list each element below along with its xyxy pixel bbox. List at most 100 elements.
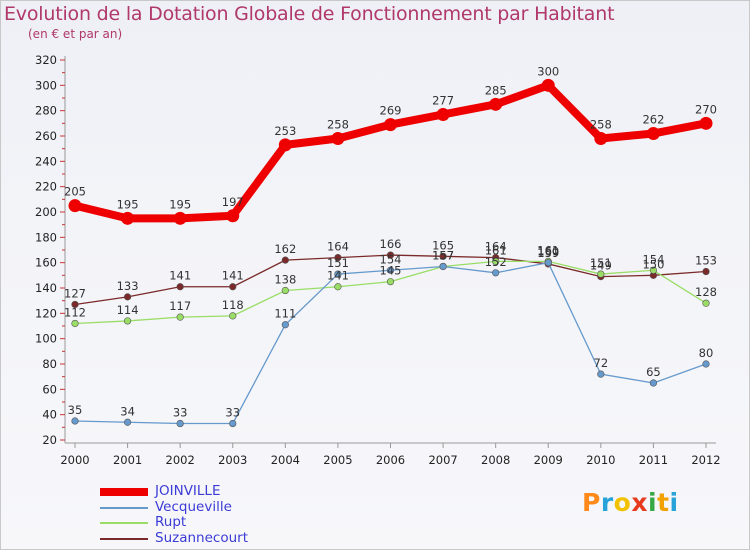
logo-letter: x <box>631 488 648 517</box>
legend-label: JOINVILLE <box>155 483 221 499</box>
legend-item: JOINVILLE <box>100 483 400 500</box>
data-label: 162 <box>274 242 296 256</box>
x-tick-label: 2002 <box>166 453 195 467</box>
x-tick-label: 2012 <box>691 453 720 467</box>
data-label: 157 <box>432 248 454 262</box>
data-label: 127 <box>64 286 86 300</box>
data-point <box>71 300 79 309</box>
data-label: 160 <box>537 245 559 259</box>
data-label: 118 <box>222 298 244 312</box>
data-point <box>176 419 184 428</box>
data-label: 205 <box>64 185 86 199</box>
data-point <box>597 370 605 378</box>
data-label: 72 <box>594 356 609 370</box>
data-label: 141 <box>222 269 244 283</box>
data-point <box>229 283 237 291</box>
y-tick-label: 200 <box>35 205 57 219</box>
proxiti-logo: Proxiti <box>582 488 679 517</box>
data-label: 161 <box>485 243 507 257</box>
data-point <box>702 299 710 307</box>
data-point <box>71 319 79 328</box>
legend-label: Suzannecourt <box>155 529 248 546</box>
chart-title: Evolution de la Dotation Globale de Fonc… <box>4 3 615 25</box>
data-point <box>281 286 289 295</box>
y-tick-label: 300 <box>35 78 57 92</box>
data-label: 269 <box>380 104 402 118</box>
data-point <box>386 251 395 259</box>
data-point <box>121 211 135 225</box>
x-tick-label: 2010 <box>586 453 615 467</box>
y-tick-label: 320 <box>35 53 57 67</box>
data-label: 112 <box>64 305 86 319</box>
data-point <box>278 138 292 152</box>
y-tick-label: 80 <box>42 357 57 371</box>
x-tick-label: 2009 <box>534 453 563 467</box>
logo-letter: P <box>582 488 601 517</box>
data-label: 151 <box>590 256 612 270</box>
data-label: 138 <box>274 273 296 287</box>
chart-subtitle: (en € et par an) <box>28 27 123 41</box>
legend-label: Vecqueville <box>155 498 232 515</box>
data-label: 270 <box>695 102 717 116</box>
data-point <box>699 116 713 130</box>
y-tick-label: 180 <box>35 230 57 244</box>
data-point <box>334 270 342 278</box>
data-label: 145 <box>380 264 402 278</box>
series-joinville <box>68 78 713 225</box>
y-tick-label: 40 <box>42 408 57 422</box>
x-tick-label: 2000 <box>60 453 89 467</box>
data-point <box>71 417 79 425</box>
data-label: 117 <box>169 299 191 313</box>
data-point <box>702 267 710 276</box>
legend-item: Rupt <box>100 514 400 531</box>
data-label: 152 <box>485 255 507 269</box>
data-point <box>544 259 552 267</box>
legend-swatch <box>100 488 148 496</box>
data-point <box>384 118 397 132</box>
data-point <box>173 211 187 225</box>
data-label: 150 <box>642 257 664 271</box>
data-point <box>439 262 447 271</box>
chart-legend: JOINVILLE Vecqueville Rupt Suzannecourt <box>100 483 400 547</box>
data-label: 262 <box>642 112 664 126</box>
x-tick-label: 2003 <box>218 453 247 467</box>
data-point <box>334 283 342 291</box>
data-point <box>386 266 395 274</box>
legend-item: Suzannecourt <box>100 529 400 547</box>
data-point <box>176 313 184 321</box>
data-point <box>334 254 342 262</box>
data-point <box>68 199 82 213</box>
chart-axes: 20 40 60 80 100 120 140 160 180 200 220 240 260 280 30… <box>35 53 721 467</box>
logo-letter: t <box>657 488 670 517</box>
data-label: 33 <box>173 406 188 420</box>
legend-swatch <box>100 522 148 524</box>
legend-label: Rupt <box>155 514 187 530</box>
logo-letter: r <box>600 488 614 517</box>
data-label: 151 <box>327 256 349 270</box>
data-label: 154 <box>642 252 664 266</box>
data-point <box>226 209 240 223</box>
legend-swatch <box>100 537 148 540</box>
y-tick-label: 280 <box>35 104 57 118</box>
data-point <box>597 270 605 278</box>
data-label: 157 <box>432 248 454 262</box>
y-tick-label: 120 <box>35 306 57 320</box>
data-point <box>123 293 132 301</box>
data-label: 285 <box>485 83 507 97</box>
data-point <box>123 317 132 325</box>
logo-letter: i <box>648 488 658 517</box>
series-vecqueville <box>71 259 710 428</box>
x-tick-label: 2004 <box>271 453 300 467</box>
data-label: 165 <box>432 238 454 252</box>
data-label: 133 <box>117 279 139 293</box>
data-label: 258 <box>327 118 349 132</box>
data-label: 65 <box>646 365 661 379</box>
data-point <box>229 312 237 320</box>
x-tick-label: 2005 <box>323 453 352 467</box>
chart-data-labels: 127 133 141 141 162 164 166 165 164 159 149 150 153 1… <box>64 64 717 419</box>
data-label: 253 <box>274 124 296 138</box>
data-point <box>492 257 500 266</box>
y-tick-label: 240 <box>35 154 57 168</box>
data-label: 141 <box>327 269 349 283</box>
